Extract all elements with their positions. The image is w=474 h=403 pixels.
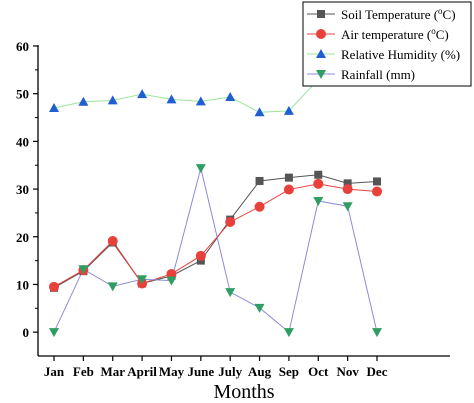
x-tick-label: Dec (367, 364, 388, 379)
data-point-s3-4 (166, 276, 177, 286)
series-line-0 (53, 174, 378, 289)
data-point-s3-6 (225, 288, 236, 298)
data-point-s2-3 (137, 89, 148, 99)
y-tick-label: 10 (16, 277, 29, 292)
data-point-s3-7 (254, 303, 265, 313)
legend-label-3: Rainfall (mm) (341, 67, 415, 82)
data-point-s3-5 (195, 164, 206, 174)
data-point-s1-11 (372, 186, 382, 197)
x-tick-label: July (218, 364, 242, 379)
y-tick-label: 0 (23, 325, 30, 340)
data-point-s1-7 (254, 201, 265, 212)
x-tick-label: April (127, 364, 157, 379)
x-tick-label: Nov (336, 364, 359, 379)
y-tick-label: 60 (16, 39, 29, 54)
series-layer (53, 46, 378, 334)
data-point-s2-4 (166, 94, 177, 104)
y-tick-label: 40 (16, 134, 29, 149)
legend: Soil Temperature (oC) Air temperature (oC… (302, 1, 472, 87)
x-tick-label: Jan (44, 364, 65, 379)
data-point-s0-9 (314, 170, 323, 179)
data-point-s1-0 (49, 281, 59, 292)
data-point-s3-9 (313, 197, 324, 206)
data-point-s0-7 (255, 176, 264, 185)
legend-marker (316, 29, 326, 39)
legend-label-0: Soil Temperature (oC) (341, 6, 456, 22)
data-point-s2-2 (107, 95, 118, 105)
data-point-s1-8 (283, 184, 294, 195)
data-point-s1-4 (166, 268, 177, 279)
data-point-s3-3 (137, 275, 148, 285)
data-point-s2-6 (225, 92, 236, 102)
legend-label-1: Air temperature (oC) (341, 26, 449, 42)
series-line-1 (53, 183, 378, 288)
data-point-s1-2 (107, 236, 118, 247)
data-point-s2-1 (78, 96, 89, 106)
legend-marker (316, 70, 326, 79)
data-point-s2-8 (283, 105, 294, 115)
y-tick-label: 30 (16, 182, 29, 197)
data-point-s3-2 (107, 282, 118, 292)
series-line-3 (53, 167, 378, 334)
y-tick-label: 50 (16, 87, 29, 102)
data-point-s0-11 (373, 177, 381, 186)
x-tick-label: June (187, 364, 214, 379)
data-point-s0-8 (284, 173, 293, 182)
legend-label-2: Relative Humidity (%) (341, 47, 460, 62)
data-point-s3-11 (372, 328, 382, 338)
data-point-s1-5 (195, 250, 206, 261)
x-tick-label: Sep (279, 364, 299, 379)
data-point-s1-6 (225, 216, 236, 227)
data-point-s3-1 (78, 265, 89, 275)
y-tick-label: 20 (16, 230, 29, 245)
legend-marker (316, 49, 326, 58)
data-point-s3-10 (342, 202, 353, 212)
data-point-s2-7 (254, 107, 265, 117)
x-tick-label: Oct (308, 364, 329, 379)
data-point-s3-8 (283, 328, 294, 338)
legend-box (302, 1, 472, 87)
x-tick-label: Aug (248, 364, 272, 379)
data-point-s2-5 (195, 96, 206, 106)
x-tick-label: Mar (100, 364, 125, 379)
data-point-s1-10 (342, 184, 353, 195)
x-tick-label: Feb (73, 364, 94, 379)
legend-marker (317, 10, 325, 18)
data-point-s0-10 (343, 179, 352, 188)
data-point-s2-0 (49, 103, 59, 112)
x-axis-title: Months (213, 381, 274, 403)
x-tick-label: May (159, 364, 185, 379)
data-point-s3-0 (49, 328, 59, 338)
data-point-s1-9 (313, 178, 324, 189)
axes: 0 10 20 30 40 50 60 Jan Feb Mar April May June July Au… (16, 39, 450, 379)
